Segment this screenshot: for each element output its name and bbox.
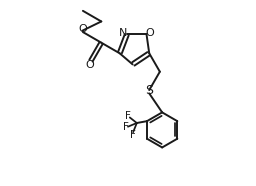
Text: S: S [145, 84, 153, 97]
Text: F: F [130, 130, 136, 140]
Text: N: N [119, 28, 127, 38]
Text: O: O [146, 28, 155, 38]
Text: F: F [125, 111, 131, 121]
Text: O: O [78, 24, 87, 34]
Text: F: F [123, 122, 129, 132]
Text: O: O [86, 60, 94, 70]
